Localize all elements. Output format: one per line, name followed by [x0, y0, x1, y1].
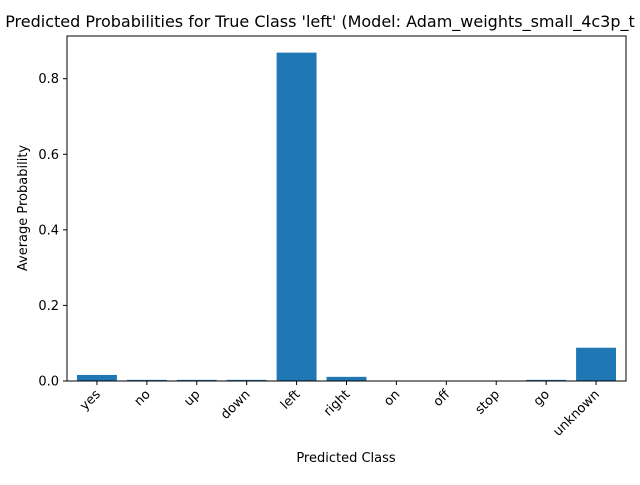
y-tick-label: 0.4	[38, 223, 59, 238]
bar-right	[327, 377, 367, 381]
y-tick-label: 0.8	[38, 72, 59, 87]
bar-unknown	[576, 348, 616, 381]
x-axis-label: Predicted Class	[296, 451, 396, 466]
y-tick-label: 0.6	[38, 148, 59, 163]
y-axis-label: Average Probability	[16, 145, 31, 272]
bar-left	[277, 53, 317, 381]
y-tick-label: 0.2	[38, 299, 59, 314]
bar-yes	[77, 375, 117, 381]
y-tick-label: 0.0	[38, 375, 59, 390]
chart-title: Predicted Probabilities for True Class '…	[5, 12, 635, 32]
